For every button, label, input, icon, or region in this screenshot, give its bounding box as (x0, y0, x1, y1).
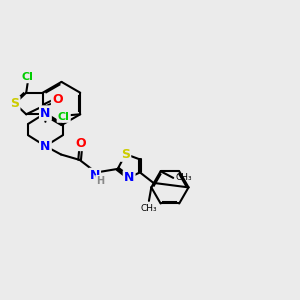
Text: CH₃: CH₃ (141, 205, 157, 214)
Text: O: O (52, 93, 63, 106)
Text: CH₃: CH₃ (176, 173, 192, 182)
Text: N: N (89, 169, 100, 182)
Text: N: N (124, 171, 134, 184)
Text: S: S (121, 148, 130, 160)
Text: S: S (10, 97, 19, 110)
Text: N: N (40, 106, 51, 120)
Text: Cl: Cl (22, 72, 34, 82)
Text: Cl: Cl (58, 112, 70, 122)
Text: O: O (76, 137, 86, 150)
Text: N: N (40, 140, 51, 153)
Text: H: H (96, 176, 104, 186)
